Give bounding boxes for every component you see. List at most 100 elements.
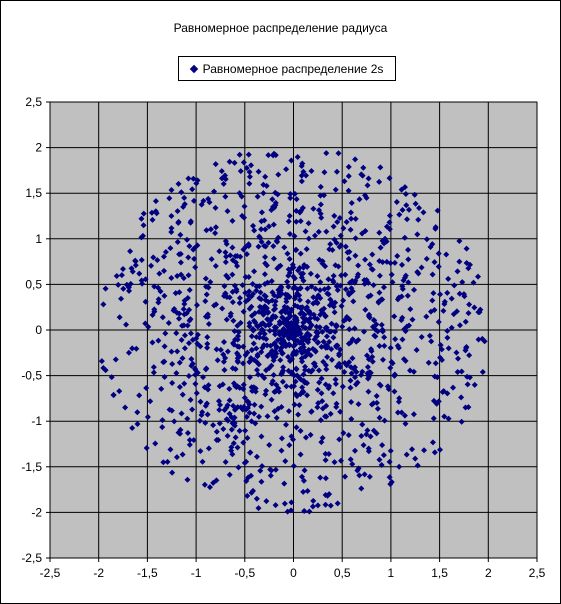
scatter-point bbox=[162, 330, 169, 337]
scatter-point bbox=[224, 402, 231, 409]
scatter-point bbox=[275, 287, 282, 294]
scatter-point bbox=[300, 168, 307, 175]
scatter-point bbox=[259, 463, 266, 470]
scatter-point bbox=[138, 215, 145, 222]
scatter-point bbox=[262, 260, 269, 267]
scatter-point bbox=[272, 466, 279, 473]
scatter-point bbox=[167, 446, 174, 453]
scatter-point bbox=[376, 257, 383, 264]
scatter-point bbox=[275, 385, 282, 392]
scatter-point bbox=[327, 502, 334, 509]
scatter-point bbox=[347, 226, 354, 233]
scatter-point bbox=[148, 262, 155, 269]
scatter-point bbox=[302, 363, 309, 370]
scatter-point bbox=[341, 360, 348, 367]
scatter-point bbox=[325, 285, 332, 292]
scatter-point bbox=[396, 463, 403, 470]
scatter-point bbox=[354, 467, 361, 474]
chart-title: Равномерное распределение радиуса bbox=[173, 21, 388, 35]
scatter-point bbox=[291, 190, 298, 197]
scatter-point bbox=[291, 401, 298, 408]
scatter-point bbox=[345, 187, 352, 194]
scatter-point bbox=[287, 190, 294, 197]
scatter-point bbox=[213, 428, 220, 435]
scatter-point bbox=[365, 445, 372, 452]
scatter-point bbox=[445, 275, 452, 282]
scatter-point bbox=[102, 285, 109, 292]
scatter-point bbox=[327, 410, 334, 417]
scatter-point bbox=[178, 410, 185, 417]
scatter-point bbox=[379, 356, 386, 363]
scatter-point bbox=[264, 413, 271, 420]
scatter-point bbox=[232, 366, 239, 373]
scatter-point bbox=[305, 235, 312, 242]
scatter-point bbox=[151, 283, 158, 290]
scatter-point bbox=[238, 193, 245, 200]
scatter-point bbox=[292, 378, 299, 385]
legend-series-label: Равномерное распределение 2s bbox=[202, 61, 384, 76]
scatter-point bbox=[405, 279, 412, 286]
scatter-point bbox=[327, 296, 334, 303]
scatter-point bbox=[339, 323, 346, 330]
scatter-point bbox=[295, 267, 302, 274]
scatter-point bbox=[213, 301, 220, 308]
scatter-point bbox=[318, 390, 325, 397]
scatter-point bbox=[191, 255, 198, 262]
scatter-point bbox=[309, 345, 316, 352]
scatter-point bbox=[168, 274, 175, 281]
scatter-point bbox=[438, 346, 445, 353]
scatter-point bbox=[383, 258, 390, 265]
scatter-point bbox=[286, 269, 293, 276]
scatter-point bbox=[181, 380, 188, 387]
scatter-point bbox=[423, 236, 430, 243]
scatter-point bbox=[460, 291, 467, 298]
scatter-point bbox=[293, 424, 300, 431]
scatter-point bbox=[158, 385, 165, 392]
scatter-point bbox=[288, 499, 295, 506]
scatter-point bbox=[458, 368, 465, 375]
scatter-point bbox=[123, 321, 130, 328]
scatter-point bbox=[300, 477, 307, 484]
scatter-point bbox=[365, 356, 372, 363]
scatter-point bbox=[208, 256, 215, 263]
scatter-point bbox=[222, 259, 229, 266]
scatter-point bbox=[254, 323, 261, 330]
scatter-point bbox=[296, 374, 303, 381]
scatter-point bbox=[203, 283, 210, 290]
scatter-point bbox=[456, 290, 463, 297]
scatter-point bbox=[199, 409, 206, 416]
scatter-point bbox=[233, 288, 240, 295]
scatter-point bbox=[140, 210, 147, 217]
scatter-point bbox=[234, 252, 241, 259]
scatter-point bbox=[187, 219, 194, 226]
scatter-point bbox=[194, 242, 201, 249]
scatter-point bbox=[243, 165, 250, 172]
scatter-point bbox=[315, 400, 322, 407]
scatter-point bbox=[289, 261, 296, 268]
scatter-point bbox=[251, 317, 258, 324]
y-tick-label: -0,5 bbox=[21, 369, 42, 383]
scatter-point bbox=[214, 357, 221, 364]
scatter-point bbox=[387, 344, 394, 351]
scatter-point bbox=[342, 473, 349, 480]
scatter-point bbox=[173, 370, 180, 377]
scatter-point bbox=[159, 314, 166, 321]
scatter-point bbox=[331, 309, 338, 316]
scatter-point bbox=[276, 321, 283, 328]
scatter-point bbox=[229, 217, 236, 224]
scatter-point bbox=[297, 427, 304, 434]
scatter-point bbox=[330, 334, 337, 341]
scatter-point bbox=[384, 383, 391, 390]
scatter-point bbox=[224, 432, 231, 439]
scatter-point bbox=[285, 408, 292, 415]
scatter-point bbox=[347, 209, 354, 216]
scatter-point bbox=[386, 219, 393, 226]
scatter-point bbox=[249, 280, 256, 287]
scatter-point bbox=[402, 328, 409, 335]
scatter-point bbox=[297, 310, 304, 317]
scatter-point bbox=[297, 345, 304, 352]
scatter-point bbox=[338, 302, 345, 309]
scatter-point bbox=[127, 248, 134, 255]
scatter-point bbox=[212, 161, 219, 168]
scatter-point bbox=[255, 168, 262, 175]
